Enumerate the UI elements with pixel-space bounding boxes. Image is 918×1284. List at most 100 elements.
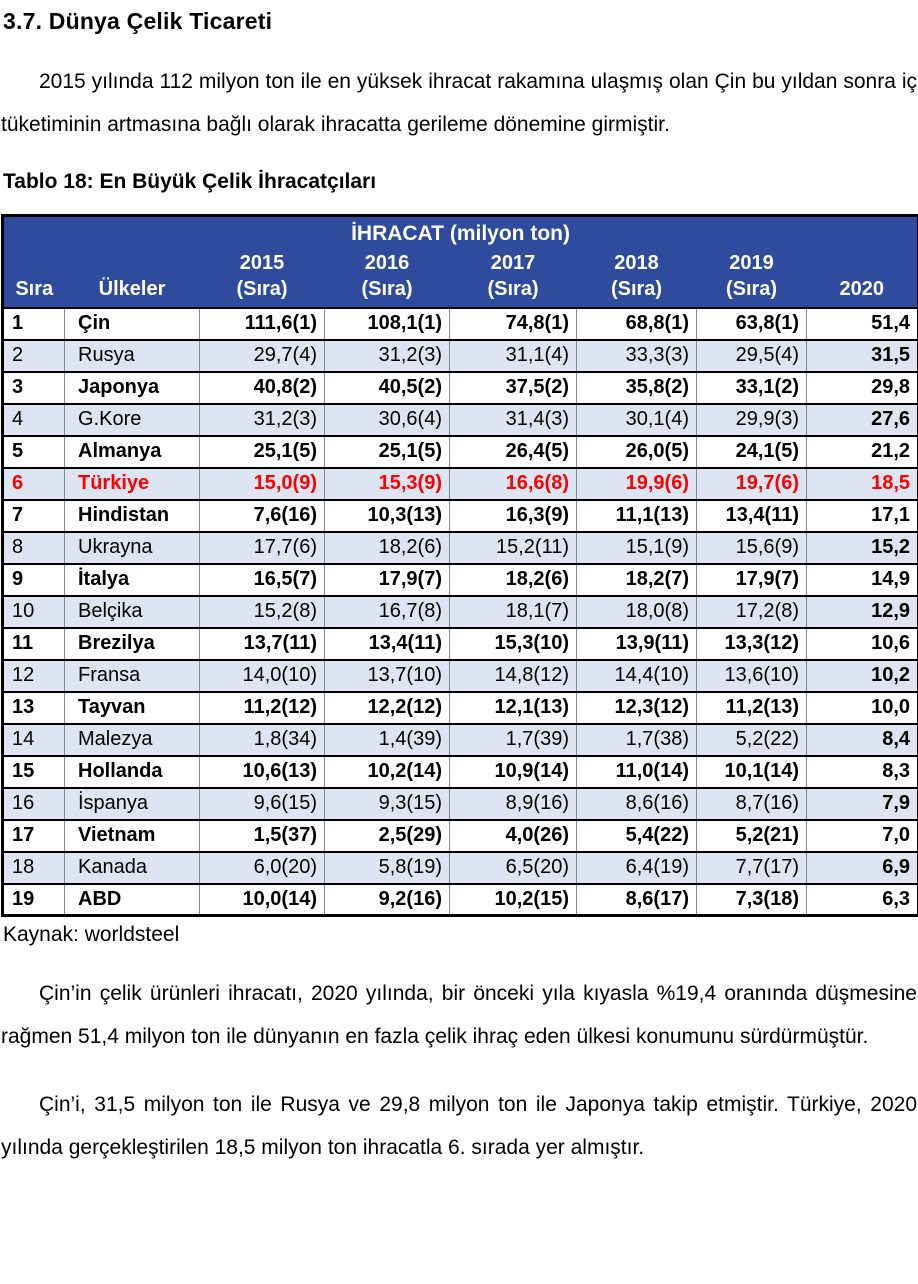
- value-cell: 11,1(13): [576, 498, 697, 532]
- table-row: 19 ABD 10,0(14) 9,2(16) 10,2(15) 8,6(17) 7,3(1…: [2, 882, 918, 916]
- value-cell: 14,0(10): [199, 658, 325, 692]
- value-cell: 6,4(19): [576, 850, 697, 884]
- table-row: 17 Vietnam 1,5(37) 2,5(29) 4,0(26) 5,4(22) 5,2…: [2, 818, 918, 852]
- country-cell: Almanya: [64, 434, 200, 468]
- table-row: 13 Tayvan 11,2(12) 12,2(12) 12,1(13) 12,3(12)…: [2, 690, 918, 724]
- col-header-2016: 2016 (Sıra): [324, 249, 450, 308]
- rank-cell: 3: [2, 370, 65, 404]
- rank-cell: 4: [2, 402, 65, 436]
- table-row: 18 Kanada 6,0(20) 5,8(19) 6,5(20) 6,4(19) 7,7(…: [2, 850, 918, 884]
- value-cell: 13,4(11): [324, 626, 450, 660]
- rank-cell: 16: [2, 786, 65, 820]
- rank-cell: 17: [2, 818, 65, 852]
- value-cell: 111,6(1): [199, 306, 325, 340]
- country-cell: Ukrayna: [64, 530, 200, 564]
- table-row: 4 G.Kore 31,2(3) 30,6(4) 31,4(3) 30,1(4) 29,9(…: [2, 402, 918, 436]
- value-cell: 18,2(6): [324, 530, 450, 564]
- country-cell: Belçika: [64, 594, 200, 628]
- value-cell: 37,5(2): [449, 370, 577, 404]
- value-cell: 29,9(3): [696, 402, 807, 436]
- value-cell: 7,7(17): [696, 850, 807, 884]
- col-header-country: Ülkeler: [64, 249, 200, 308]
- col-header-2015: 2015 (Sıra): [199, 249, 325, 308]
- column-header-row: Sıra Ülkeler 2015 (Sıra) 2016 (Sıra) 2017 (…: [2, 249, 918, 308]
- value-cell: 31,2(3): [324, 338, 450, 372]
- value-cell: 16,7(8): [324, 594, 450, 628]
- country-cell: Hindistan: [64, 498, 200, 532]
- value-cell: 33,1(2): [696, 370, 807, 404]
- value-cell: 5,8(19): [324, 850, 450, 884]
- value-cell: 15,0(9): [199, 466, 325, 500]
- value-cell: 74,8(1): [449, 306, 577, 340]
- year-label: 2019: [729, 251, 774, 274]
- value-cell: 29,5(4): [696, 338, 807, 372]
- value-cell: 25,1(5): [199, 434, 325, 468]
- value-cell: 17,9(7): [696, 562, 807, 596]
- col-header-2019: 2019 (Sıra): [696, 249, 807, 308]
- col-header-2017: 2017 (Sıra): [449, 249, 577, 308]
- value-cell: 13,3(12): [696, 626, 807, 660]
- value-cell: 7,0: [805, 818, 918, 852]
- year-sublabel: (Sıra): [361, 277, 413, 300]
- value-cell: 16,3(9): [449, 498, 577, 532]
- intro-paragraph: 2015 yılında 112 milyon ton ile en yükse…: [1, 70, 917, 136]
- rank-cell: 12: [2, 658, 65, 692]
- value-cell: 12,2(12): [324, 690, 450, 724]
- value-cell: 8,4: [805, 722, 918, 756]
- value-cell: 9,3(15): [324, 786, 450, 820]
- rank-cell: 1: [2, 306, 65, 340]
- value-cell: 13,9(11): [576, 626, 697, 660]
- country-cell: G.Kore: [64, 402, 200, 436]
- china-exports-paragraph: Çin’in çelik ürünleri ihracatı, 2020 yıl…: [1, 982, 917, 1048]
- value-cell: 18,2(6): [449, 562, 577, 596]
- table-row: 1 Çin 111,6(1) 108,1(1) 74,8(1) 68,8(1) 63,8(1…: [2, 306, 918, 340]
- value-cell: 8,7(16): [696, 786, 807, 820]
- value-cell: 10,2(14): [324, 754, 450, 788]
- value-cell: 15,1(9): [576, 530, 697, 564]
- value-cell: 21,2: [805, 434, 918, 468]
- value-cell: 15,6(9): [696, 530, 807, 564]
- country-cell: Fransa: [64, 658, 200, 692]
- country-cell: Tayvan: [64, 690, 200, 724]
- table-row: 12 Fransa 14,0(10) 13,7(10) 14,8(12) 14,4(10)…: [2, 658, 918, 692]
- value-cell: 30,1(4): [576, 402, 697, 436]
- country-cell: Vietnam: [64, 818, 200, 852]
- rank-cell: 2: [2, 338, 65, 372]
- year-sublabel: (Sıra): [236, 277, 288, 300]
- value-cell: 14,9: [805, 562, 918, 596]
- rank-cell: 18: [2, 850, 65, 884]
- value-cell: 5,2(21): [696, 818, 807, 852]
- value-cell: 6,5(20): [449, 850, 577, 884]
- year-label: 2016: [364, 251, 410, 274]
- table-row: 14 Malezya 1,8(34) 1,4(39) 1,7(39) 1,7(38) 5,2…: [2, 722, 918, 756]
- value-cell: 1,7(38): [576, 722, 697, 756]
- table-body: 1 Çin 111,6(1) 108,1(1) 74,8(1) 68,8(1) 63,8(1…: [2, 306, 918, 916]
- source-note: Kaynak: worldsteel: [3, 923, 180, 946]
- value-cell: 16,6(8): [449, 466, 577, 500]
- country-cell: ABD: [64, 882, 200, 916]
- value-cell: 14,4(10): [576, 658, 697, 692]
- value-cell: 1,5(37): [199, 818, 325, 852]
- year-sublabel: (Sıra): [487, 277, 539, 300]
- value-cell: 18,5: [805, 466, 918, 500]
- table-row: 7 Hindistan 7,6(16) 10,3(13) 16,3(9) 11,1(13)…: [2, 498, 918, 532]
- value-cell: 26,4(5): [449, 434, 577, 468]
- rank-cell: 8: [2, 530, 65, 564]
- table-header: İHRACAT (milyon ton) Sıra Ülkeler 2015 (S…: [2, 215, 918, 308]
- value-cell: 68,8(1): [576, 306, 697, 340]
- country-cell: Türkiye: [64, 466, 200, 500]
- value-cell: 17,9(7): [324, 562, 450, 596]
- value-cell: 15,2(8): [199, 594, 325, 628]
- value-cell: 16,5(7): [199, 562, 325, 596]
- rank-cell: 9: [2, 562, 65, 596]
- col-header-rank: Sıra: [2, 249, 65, 308]
- value-cell: 12,3(12): [576, 690, 697, 724]
- country-cell: Japonya: [64, 370, 200, 404]
- table-caption: Tablo 18: En Büyük Çelik İhracatçıları: [3, 170, 377, 193]
- rank-cell: 13: [2, 690, 65, 724]
- value-cell: 8,3: [805, 754, 918, 788]
- value-cell: 30,6(4): [324, 402, 450, 436]
- table-row: 9 İtalya 16,5(7) 17,9(7) 18,2(6) 18,2(7) 17,9(…: [2, 562, 918, 596]
- value-cell: 10,2: [805, 658, 918, 692]
- value-cell: 5,4(22): [576, 818, 697, 852]
